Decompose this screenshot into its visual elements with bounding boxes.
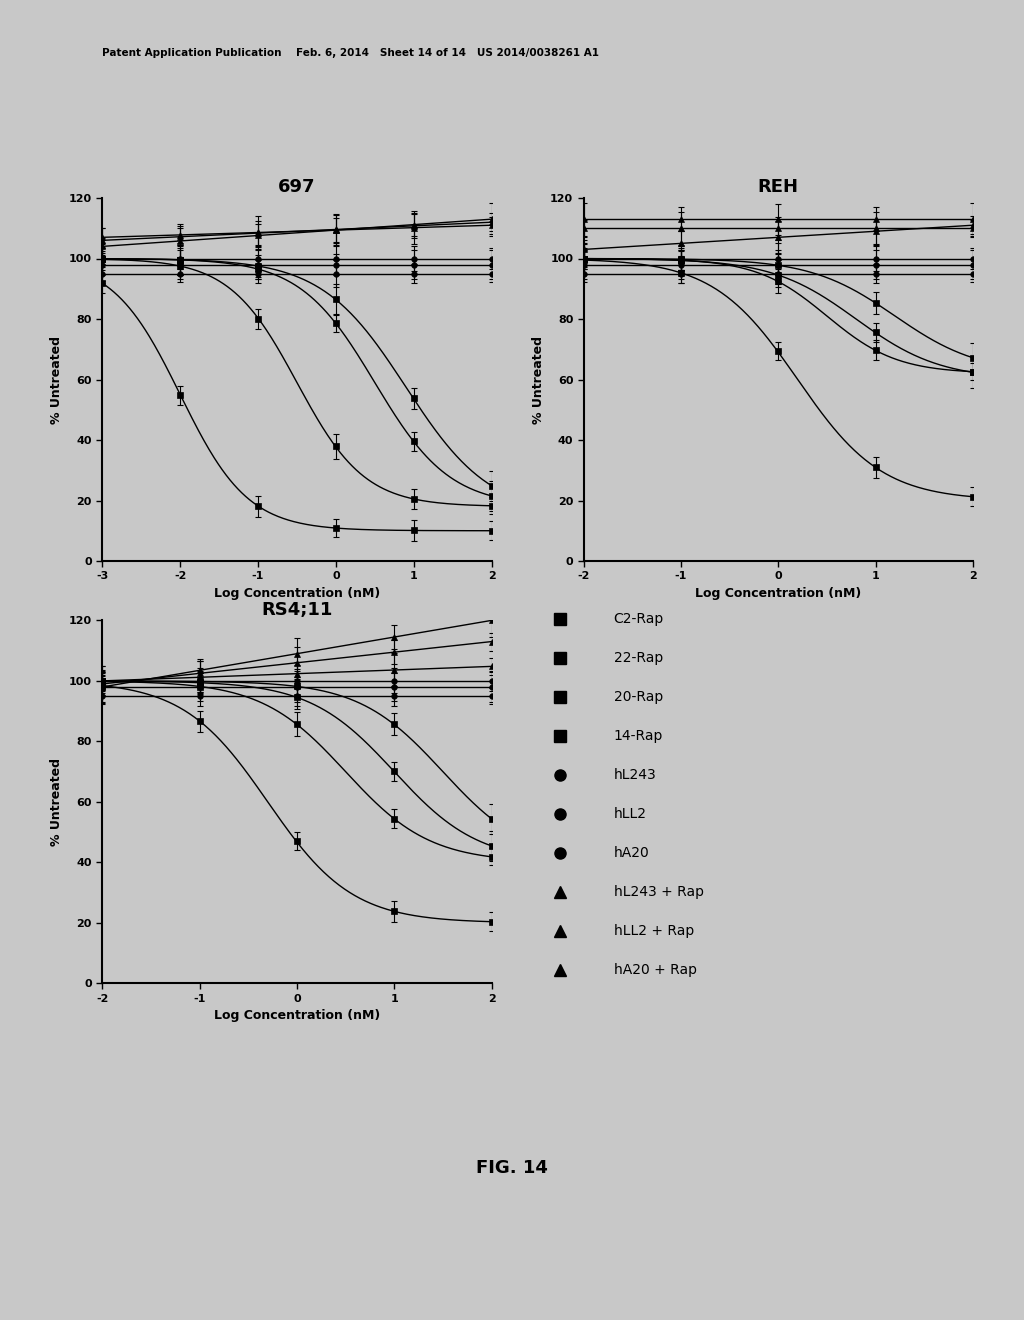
Title: 697: 697 (279, 178, 315, 197)
Title: REH: REH (758, 178, 799, 197)
Text: FIG. 14: FIG. 14 (476, 1159, 548, 1177)
X-axis label: Log Concentration (nM): Log Concentration (nM) (214, 1010, 380, 1023)
Y-axis label: % Untreated: % Untreated (50, 758, 63, 846)
X-axis label: Log Concentration (nM): Log Concentration (nM) (214, 587, 380, 601)
Text: hLL2 + Rap: hLL2 + Rap (613, 924, 694, 939)
Text: Patent Application Publication    Feb. 6, 2014   Sheet 14 of 14   US 2014/003826: Patent Application Publication Feb. 6, 2… (102, 48, 599, 58)
Title: RS4;11: RS4;11 (261, 601, 333, 619)
Text: 14-Rap: 14-Rap (613, 730, 663, 743)
Text: hA20 + Rap: hA20 + Rap (613, 964, 696, 977)
Y-axis label: % Untreated: % Untreated (50, 335, 63, 424)
Text: C2-Rap: C2-Rap (613, 612, 664, 627)
Text: hA20: hA20 (613, 846, 649, 861)
X-axis label: Log Concentration (nM): Log Concentration (nM) (695, 587, 861, 601)
Text: hLL2: hLL2 (613, 808, 646, 821)
Text: 20-Rap: 20-Rap (613, 690, 663, 705)
Text: hL243: hL243 (613, 768, 656, 783)
Y-axis label: % Untreated: % Untreated (531, 335, 545, 424)
Text: hL243 + Rap: hL243 + Rap (613, 886, 703, 899)
Text: 22-Rap: 22-Rap (613, 652, 663, 665)
